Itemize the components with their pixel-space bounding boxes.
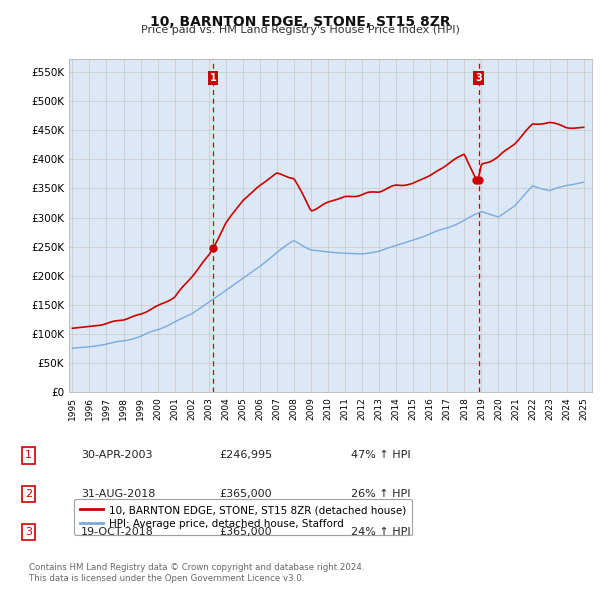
Text: £246,995: £246,995 [219, 451, 272, 460]
Text: 30-APR-2003: 30-APR-2003 [81, 451, 152, 460]
Text: 10, BARNTON EDGE, STONE, ST15 8ZR: 10, BARNTON EDGE, STONE, ST15 8ZR [149, 15, 451, 29]
Text: 2: 2 [25, 489, 32, 499]
Text: 19-OCT-2018: 19-OCT-2018 [81, 527, 154, 537]
Text: Price paid vs. HM Land Registry's House Price Index (HPI): Price paid vs. HM Land Registry's House … [140, 25, 460, 35]
Text: 31-AUG-2018: 31-AUG-2018 [81, 489, 155, 499]
Text: Contains HM Land Registry data © Crown copyright and database right 2024.: Contains HM Land Registry data © Crown c… [29, 563, 364, 572]
Text: 3: 3 [475, 73, 482, 83]
Text: 1: 1 [209, 73, 217, 83]
Text: This data is licensed under the Open Government Licence v3.0.: This data is licensed under the Open Gov… [29, 573, 304, 583]
Legend: 10, BARNTON EDGE, STONE, ST15 8ZR (detached house), HPI: Average price, detached: 10, BARNTON EDGE, STONE, ST15 8ZR (detac… [74, 499, 412, 536]
Text: 3: 3 [25, 527, 32, 537]
Text: 47% ↑ HPI: 47% ↑ HPI [351, 451, 410, 460]
Text: 24% ↑ HPI: 24% ↑ HPI [351, 527, 410, 537]
Text: 26% ↑ HPI: 26% ↑ HPI [351, 489, 410, 499]
Text: 1: 1 [25, 451, 32, 460]
Text: £365,000: £365,000 [219, 527, 272, 537]
Text: £365,000: £365,000 [219, 489, 272, 499]
